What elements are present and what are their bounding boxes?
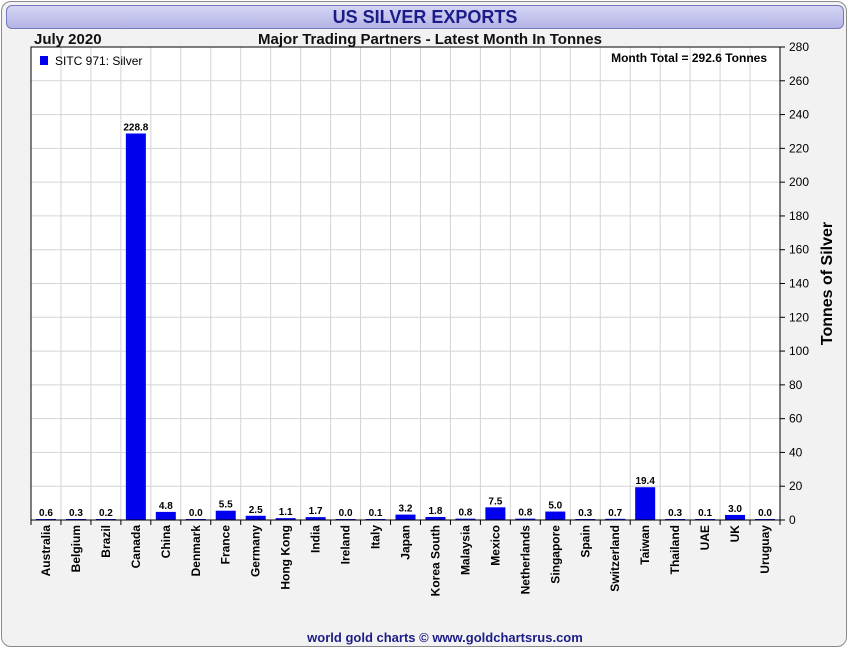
y-tick-label: 180 (789, 209, 809, 223)
bar-value-label: 19.4 (635, 476, 655, 487)
y-tick-label: 240 (789, 108, 809, 122)
y-tick-label: 140 (789, 277, 809, 291)
y-tick-label: 120 (789, 310, 809, 324)
bar-japan (395, 514, 416, 520)
bar-value-label: 0.1 (698, 508, 712, 519)
y-tick-label: 220 (789, 141, 809, 155)
category-label: Ireland (339, 525, 353, 564)
bar-malaysia (455, 518, 476, 520)
bar-uk (725, 514, 746, 520)
y-tick-label: 200 (789, 175, 809, 189)
bar-switzerland (605, 518, 626, 520)
category-label: Singapore (548, 525, 562, 584)
y-tick-label: 160 (789, 243, 809, 257)
category-label: Switzerland (608, 525, 622, 592)
bar-value-label: 0.1 (369, 508, 383, 519)
bar-value-label: 0.3 (668, 508, 682, 519)
bar-value-label: 0.3 (578, 508, 592, 519)
bar-value-label: 1.7 (309, 506, 323, 517)
category-label: Mexico (488, 525, 502, 566)
bar-germany (245, 515, 266, 520)
category-label: Korea South (428, 525, 442, 596)
y-tick-label: 100 (789, 344, 809, 358)
y-tick-label: 80 (789, 378, 803, 392)
y-tick-label: 280 (789, 40, 809, 54)
footer-credit: world gold charts © www.goldchartsrus.co… (307, 630, 583, 645)
bar-value-label: 0.7 (608, 508, 622, 519)
bar-value-label: 3.0 (728, 504, 742, 515)
category-label: India (309, 525, 323, 553)
category-labels: Australia Belgium Brazil Canada China Denmark… (39, 525, 772, 597)
category-label: China (159, 525, 173, 559)
bar-canada (125, 133, 146, 520)
y-tick-label: 0 (789, 513, 796, 527)
chart-subtitle: Major Trading Partners - Latest Month In… (258, 31, 602, 48)
y-ticks: 0 20 40 60 80 100 120 140 160 180 200 220 240 260 280 (780, 40, 809, 527)
legend-label: SITC 971: Silver (55, 54, 142, 68)
bar-value-label: 3.2 (399, 504, 413, 515)
category-label: Canada (129, 525, 143, 569)
bar-hong-kong (275, 518, 296, 520)
category-label: Italy (369, 525, 383, 549)
y-axis-label: Tonnes of Silver (819, 222, 836, 345)
bar-value-label: 5.0 (548, 501, 562, 512)
category-label: Japan (399, 525, 413, 560)
legend: SITC 971: Silver (40, 54, 142, 68)
bar-value-label: 0.8 (518, 508, 532, 519)
x-ticks (30, 520, 781, 525)
bar-value-label: 0.6 (39, 508, 53, 519)
bar-value-label: 0.0 (189, 508, 203, 519)
category-label: UAE (698, 525, 712, 550)
category-label: France (219, 525, 233, 565)
bar-value-label: 1.8 (429, 506, 443, 517)
bar-value-label: 0.2 (99, 508, 113, 519)
category-label: Netherlands (518, 525, 532, 595)
bar-value-label: 0.0 (339, 508, 353, 519)
bar-china (155, 511, 176, 520)
category-label: Uruguay (758, 525, 772, 574)
month-total-annotation: Month Total = 292.6 Tonnes (611, 51, 767, 65)
bar-korea-south (425, 516, 446, 520)
y-tick-label: 20 (789, 479, 803, 493)
bar-value-label: 1.1 (279, 507, 293, 518)
y-tick-label: 260 (789, 74, 809, 88)
category-label: Spain (578, 525, 592, 558)
category-label: Germany (249, 525, 263, 577)
category-label: Taiwan (638, 525, 652, 565)
category-label: Brazil (99, 525, 113, 558)
bar-france (215, 510, 236, 520)
category-label: Denmark (189, 525, 203, 577)
bar-value-label: 0.8 (458, 508, 472, 519)
bar-value-label: 2.5 (249, 505, 263, 516)
y-tick-label: 60 (789, 412, 803, 426)
gridlines (31, 47, 780, 520)
bar-value-label: 0.0 (758, 508, 772, 519)
category-label: UK (728, 525, 742, 543)
bars (35, 133, 776, 520)
category-label: Malaysia (458, 525, 472, 575)
category-label: Belgium (69, 525, 83, 572)
bar-value-label: 0.3 (69, 508, 83, 519)
y-tick-label: 40 (789, 445, 803, 459)
bar-value-label: 7.5 (488, 496, 502, 507)
bar-australia (35, 518, 56, 520)
bar-value-label: 228.8 (123, 122, 148, 133)
bar-value-label: 5.5 (219, 500, 233, 511)
category-label: Australia (39, 525, 53, 577)
bar-singapore (545, 511, 566, 520)
bar-value-labels: 0.6 0.3 0.2 228.8 4.8 0.0 5.5 2.5 1.1 1.7 0.0 0.1 3.… (39, 122, 772, 519)
bar-netherlands (515, 518, 536, 520)
chart-period: July 2020 (34, 31, 102, 48)
category-label: Thailand (668, 525, 682, 574)
bar-mexico (485, 507, 506, 520)
bar-value-label: 4.8 (159, 501, 173, 512)
chart-title: US SILVER EXPORTS (332, 7, 518, 27)
bar-india (305, 517, 326, 520)
category-label: Hong Kong (279, 525, 293, 590)
legend-swatch (40, 56, 48, 65)
bar-taiwan (635, 487, 656, 520)
title-bar: US SILVER EXPORTS (6, 5, 844, 29)
